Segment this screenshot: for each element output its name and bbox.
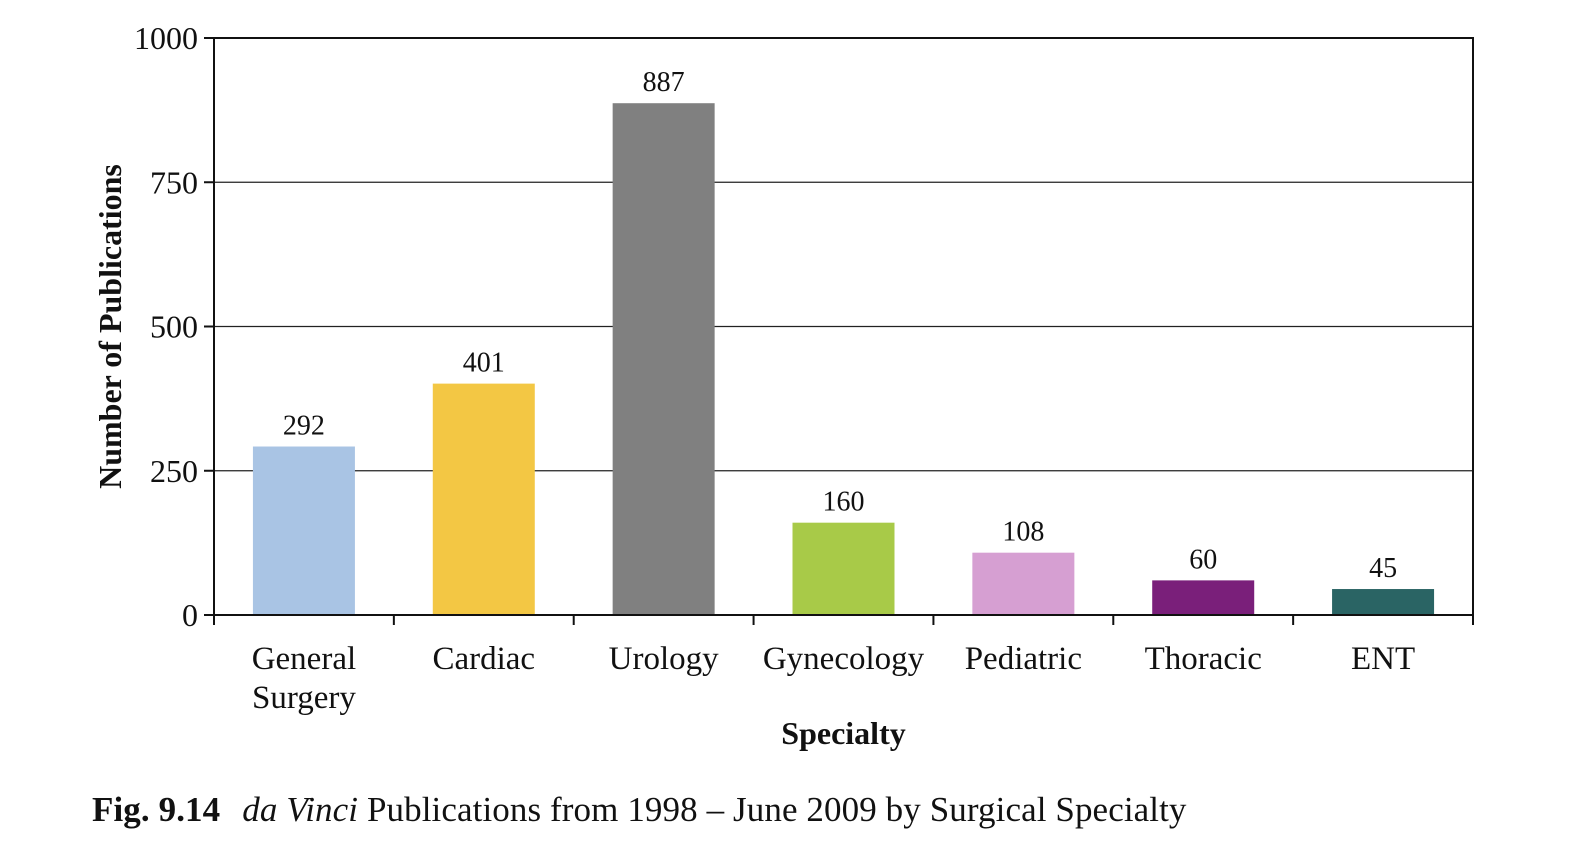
figure-caption: Fig. 9.14 da Vinci Publications from 1998… [92, 790, 1187, 830]
y-tick-labels: 0 250 500 750 1000 [134, 20, 198, 633]
category-label: Surgery [252, 680, 356, 716]
bar [432, 383, 535, 615]
y-tick-label: 750 [150, 164, 198, 200]
data-label: 160 [823, 487, 865, 518]
bar [252, 446, 355, 615]
category-label: Thoracic [1145, 641, 1262, 677]
axis-ticks [204, 37, 1474, 625]
category-label: Cardiac [432, 641, 535, 677]
category-label: Pediatric [965, 641, 1082, 677]
y-tick-label: 1000 [134, 20, 198, 56]
data-label: 292 [283, 411, 325, 442]
bar [972, 552, 1075, 615]
caption-text: Publications from 1998 – June 2009 by Su… [358, 790, 1187, 829]
category-label: Urology [609, 641, 719, 677]
grid-lines [214, 181, 1473, 472]
data-label: 60 [1189, 544, 1217, 575]
caption-italic-text: da Vinci [242, 790, 359, 829]
data-label: 45 [1369, 553, 1397, 584]
x-axis-title: Specialty [781, 715, 905, 751]
bar [1152, 580, 1255, 615]
bar [1332, 589, 1435, 615]
category-label: Gynecology [763, 641, 925, 677]
y-axis-title: Number of Publications [92, 164, 128, 489]
data-label: 108 [1002, 517, 1044, 548]
y-tick-label: 0 [182, 597, 198, 633]
y-tick-label: 250 [150, 453, 198, 489]
data-label: 401 [463, 348, 505, 379]
y-tick-label: 500 [150, 309, 198, 345]
bar-chart: 292 401 887 160 108 60 45 0 250 500 750 1000 Gener… [92, 20, 1474, 751]
bar [792, 522, 895, 615]
caption-figure-label: Fig. 9.14 [92, 790, 221, 829]
category-label: General [252, 641, 356, 677]
bar [612, 103, 715, 616]
category-label: ENT [1351, 641, 1415, 677]
data-labels: 292 401 887 160 108 60 45 [283, 67, 1397, 584]
data-label: 887 [643, 67, 685, 98]
bars [252, 103, 1435, 616]
